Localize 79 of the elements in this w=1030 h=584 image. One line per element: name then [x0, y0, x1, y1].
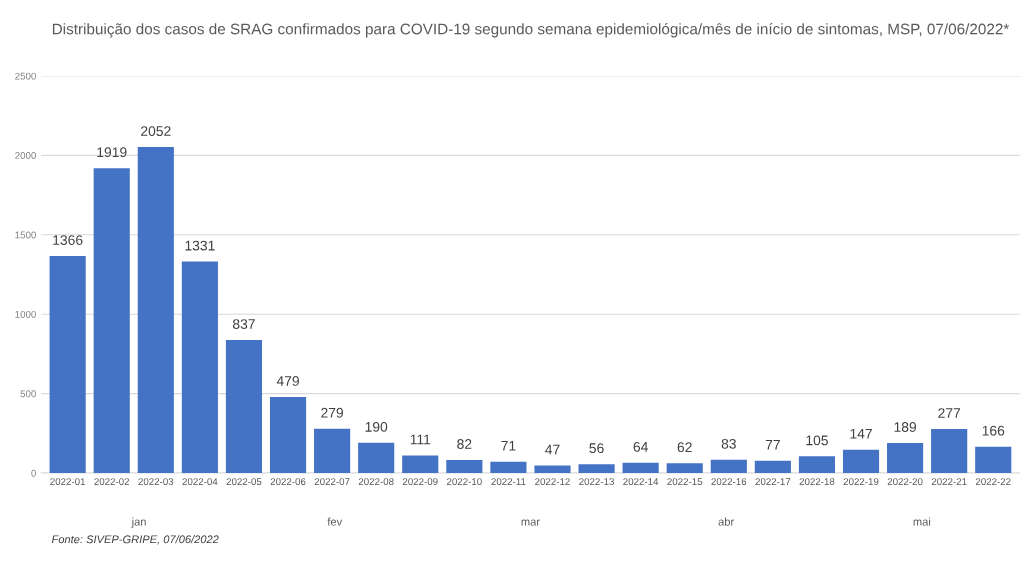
- bar: [798, 456, 836, 474]
- data-label: 1919: [97, 147, 127, 158]
- bar: [93, 168, 130, 474]
- data-label: 105: [806, 435, 828, 446]
- x-tick-label: 2022-06: [270, 478, 306, 486]
- chart-title: Distribuição dos casos de SRAG confirmados para COVID-19 segundo semana epidemiológica/mês de início de sintomas, MSP, 07/06/2022*: [52, 23, 1010, 38]
- bar: [842, 449, 880, 474]
- x-tick-label: 2022-18: [799, 478, 835, 486]
- x-tick-label: 2022-03: [138, 478, 174, 486]
- x-tick-label: 2022-22: [975, 478, 1011, 486]
- x-tick-label: 2022-04: [182, 478, 218, 486]
- data-label: 166: [982, 425, 1005, 436]
- text: mar: [521, 519, 540, 526]
- x-tick-label: 2022-01: [50, 478, 86, 486]
- y-tick-label: 2000: [15, 152, 36, 159]
- bar: [358, 442, 395, 474]
- bar: [314, 428, 351, 474]
- x-tick-label: 2022-08: [358, 478, 394, 486]
- data-label: 277: [938, 408, 961, 418]
- text: abr: [718, 517, 734, 526]
- bar: [578, 464, 615, 474]
- data-label: 47: [545, 444, 560, 455]
- data-label: 82: [457, 439, 472, 449]
- bar: [666, 463, 703, 474]
- bar: [534, 465, 571, 474]
- y-tick-label: 1500: [15, 231, 36, 239]
- data-label: 479: [276, 376, 299, 386]
- text: mai: [913, 517, 931, 526]
- bar: [181, 261, 218, 474]
- x-tick-label: 2022-21: [931, 478, 967, 486]
- x-tick-label: 2022-07: [314, 478, 350, 486]
- y-tick-label: 0: [31, 469, 36, 477]
- data-label: 83: [721, 438, 736, 449]
- bar: [710, 459, 747, 474]
- data-label: 111: [410, 434, 431, 445]
- data-label: 190: [365, 421, 388, 432]
- x-tick-label: 2022-20: [887, 478, 923, 486]
- data-label: 56: [589, 443, 604, 454]
- x-tick-label: 2022-17: [755, 478, 791, 486]
- x-tick-label: 2022-19: [843, 478, 879, 486]
- x-tick-label: 2022-14: [623, 478, 659, 486]
- bar: [975, 446, 1012, 474]
- y-tick-label: 1000: [15, 310, 36, 318]
- x-tick-label: 2022-09: [402, 478, 438, 486]
- bar: [137, 147, 174, 474]
- data-label: 1331: [185, 240, 215, 251]
- data-label: 837: [232, 319, 255, 330]
- x-tick-label: 2022-13: [579, 478, 614, 486]
- data-label: 77: [765, 440, 780, 450]
- data-label: 64: [633, 441, 648, 452]
- source-note: Fonte: SIVEP-GRIPE, 07/06/2022: [51, 535, 219, 545]
- bar: [490, 461, 527, 474]
- x-tick-label: 2022-16: [711, 478, 747, 486]
- x-tick-label: 2022-12: [535, 478, 570, 486]
- x-tick-label: 2022-05: [226, 478, 262, 486]
- bar: [225, 340, 263, 474]
- data-label: 71: [501, 440, 516, 451]
- data-label: 147: [850, 428, 872, 439]
- x-tick-label: 2022-11: [491, 478, 526, 486]
- bar: [622, 462, 659, 474]
- x-tick-label: 2022-02: [94, 478, 130, 486]
- x-tick-label: 2022-15: [667, 478, 703, 486]
- text: jan: [131, 517, 146, 528]
- bar: [402, 455, 439, 474]
- bar: [446, 460, 483, 474]
- y-tick-label: 2500: [15, 72, 36, 80]
- data-label: 2052: [141, 126, 171, 137]
- bar: [931, 429, 968, 474]
- text: fev: [327, 517, 343, 526]
- bar: [269, 396, 307, 474]
- data-label: 1366: [53, 235, 83, 245]
- data-label: 62: [677, 442, 692, 453]
- data-label: 189: [894, 422, 917, 432]
- bar: [754, 460, 791, 474]
- data-label: 279: [321, 407, 344, 418]
- y-tick-label: 500: [20, 390, 36, 398]
- x-tick-label: 2022-10: [446, 478, 482, 486]
- bar: [887, 443, 924, 474]
- bar: [49, 256, 86, 474]
